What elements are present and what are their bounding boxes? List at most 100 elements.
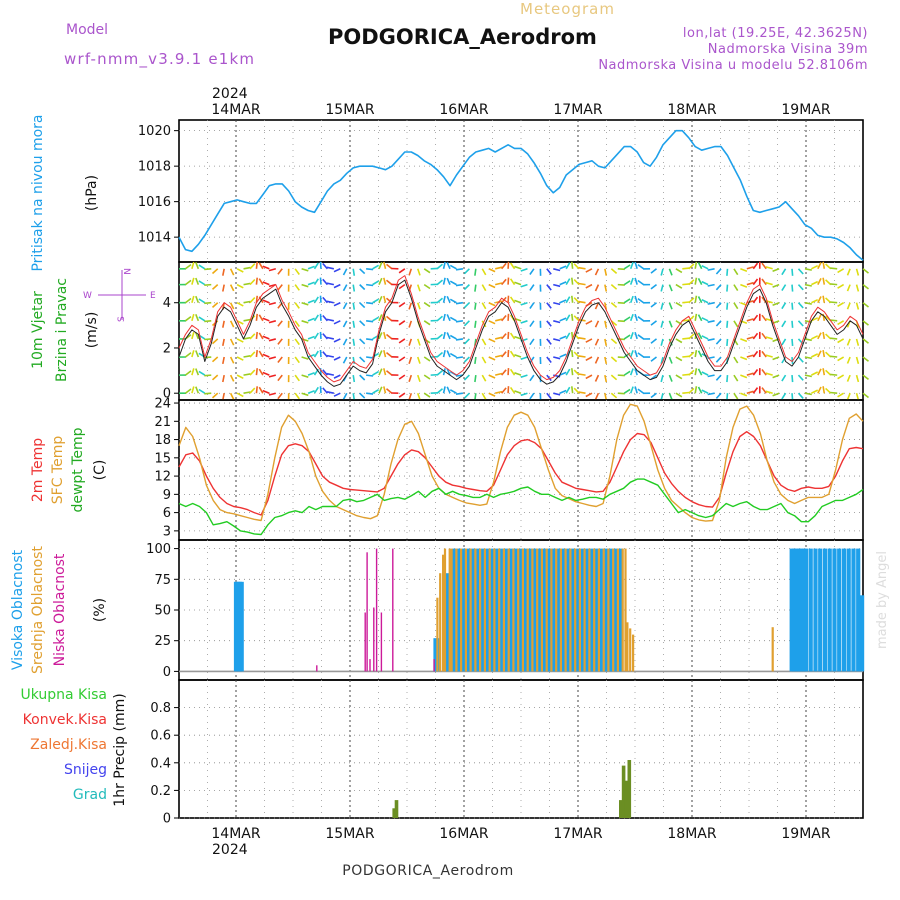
high-cloud-bar: [599, 548, 604, 672]
wind-vector: [262, 353, 270, 358]
pressure-ytick-label: 1014: [138, 231, 171, 246]
mid-cloud-bar: [536, 548, 539, 672]
wind-vector: [488, 356, 496, 361]
wind-vector: [408, 392, 413, 401]
wind-vector: [565, 332, 571, 340]
wind-vector: [715, 302, 722, 309]
wind-vector: [333, 268, 341, 273]
wind-vector: [352, 320, 356, 328]
wind-vector: [359, 320, 366, 327]
wind-vector: [383, 261, 387, 269]
wind-vector: [650, 356, 658, 362]
wind-vector: [322, 262, 329, 270]
wind-vector: [342, 302, 348, 310]
wind-vector: [578, 300, 586, 304]
wind-vector: [791, 302, 794, 310]
wind-vector: [385, 315, 393, 322]
pressure-ylabel-unit: (hPa): [84, 175, 100, 211]
wind-vector: [366, 301, 374, 305]
wind-vector: [553, 356, 561, 360]
wind-vector: [797, 392, 804, 399]
wind-vector: [326, 282, 335, 286]
wind-vector: [211, 284, 219, 290]
wind-vector: [791, 393, 794, 401]
wind-vector: [559, 281, 567, 286]
high-cloud-bar: [445, 573, 450, 672]
wind-vector: [650, 268, 658, 274]
wind-vector: [862, 374, 869, 381]
wind-vector: [359, 374, 366, 381]
wind-vector: [204, 356, 212, 359]
mid-cloud-bar: [550, 548, 553, 672]
wind-vector: [675, 320, 683, 326]
wind-vector: [573, 279, 580, 286]
wind-vector: [446, 368, 451, 376]
wind-vector: [262, 335, 270, 340]
wind-vector: [277, 284, 283, 291]
bottom-year-label: 2024: [212, 842, 248, 858]
cloud-ylabel-high: Visoka Oblacnost: [10, 549, 26, 670]
wind-vector: [594, 320, 600, 328]
wind-vector: [255, 350, 258, 358]
wind-vector: [694, 386, 698, 394]
wind-vector: [862, 338, 869, 344]
mid-cloud-bar: [460, 548, 463, 672]
wind-vector: [610, 268, 618, 275]
wind-vector: [262, 265, 270, 270]
wind-vector: [359, 302, 366, 309]
low-cloud-bar: [392, 548, 394, 672]
wind-vector: [301, 301, 309, 306]
wind-vector: [694, 295, 698, 303]
wind-vector: [546, 392, 552, 400]
temperature-ytick-label: 21: [154, 415, 171, 430]
wind-vector: [604, 338, 608, 346]
wind-vector: [301, 392, 309, 397]
wind-vector: [733, 338, 739, 346]
wind-vector: [701, 317, 709, 322]
wind-vector: [733, 302, 739, 310]
wind-vector: [258, 262, 264, 270]
mid-cloud-bar: [443, 548, 447, 672]
wind-vector: [268, 320, 276, 324]
wind-vector: [559, 317, 567, 322]
wind-vector: [333, 392, 341, 397]
wind-vector: [707, 283, 715, 287]
mid-cloud-bar: [607, 548, 610, 672]
wind-vector: [546, 338, 552, 345]
wind-ylabel-1: 10m Vjetar: [30, 291, 46, 369]
wind-vector: [660, 393, 664, 401]
mid-cloud-bar: [597, 548, 600, 672]
wind-vector: [301, 268, 309, 272]
wind-vector: [629, 277, 634, 285]
wind-vector: [862, 356, 869, 362]
wind-vector: [442, 277, 446, 285]
wind-vector: [509, 386, 516, 394]
wind-vector: [578, 355, 586, 358]
wind-vector: [359, 338, 366, 345]
mid-cloud-bar: [626, 622, 629, 672]
wind-vector: [817, 262, 822, 270]
mid-cloud-bar: [448, 548, 451, 672]
wind-vector: [660, 268, 664, 276]
wind-vector: [184, 279, 192, 286]
wind-vector: [301, 356, 309, 360]
wind-vector: [559, 353, 567, 358]
wind-vector: [804, 268, 812, 271]
wind-vector: [791, 338, 794, 346]
wind-gust-line: [178, 275, 864, 383]
high-cloud-bar: [808, 548, 813, 672]
wind-vector: [229, 374, 235, 382]
wind-vector: [416, 302, 421, 310]
footer-station: PODGORICA_Aerodrom: [342, 863, 514, 879]
wind-vector: [688, 279, 695, 286]
wind-vector: [211, 338, 219, 345]
top-date-labels: 14MAR 15MAR 16MAR 17MAR 18MAR 19MAR: [211, 102, 830, 118]
wind-vector: [449, 389, 457, 394]
wind-vector: [307, 353, 315, 358]
wind-vector: [781, 374, 787, 382]
mid-cloud-bar: [502, 548, 505, 672]
bottom-date-label: 17MAR: [553, 826, 602, 842]
wind-vector: [585, 268, 593, 273]
wind-vector: [294, 356, 300, 364]
